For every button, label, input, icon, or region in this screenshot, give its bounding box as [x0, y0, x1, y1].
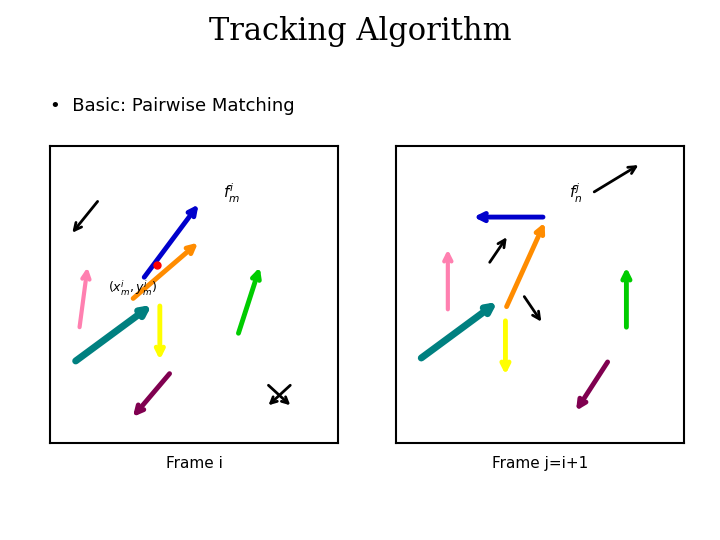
- Text: Frame i: Frame i: [166, 456, 222, 471]
- Text: Frame j=i+1: Frame j=i+1: [492, 456, 588, 471]
- Text: $f_n^j$: $f_n^j$: [569, 182, 582, 205]
- Text: Tracking Algorithm: Tracking Algorithm: [209, 16, 511, 47]
- Text: $(x_m^i, y_m^i)$: $(x_m^i, y_m^i)$: [108, 279, 158, 298]
- Text: •  Basic: Pairwise Matching: • Basic: Pairwise Matching: [50, 97, 295, 115]
- Text: $f_m^i$: $f_m^i$: [223, 182, 240, 205]
